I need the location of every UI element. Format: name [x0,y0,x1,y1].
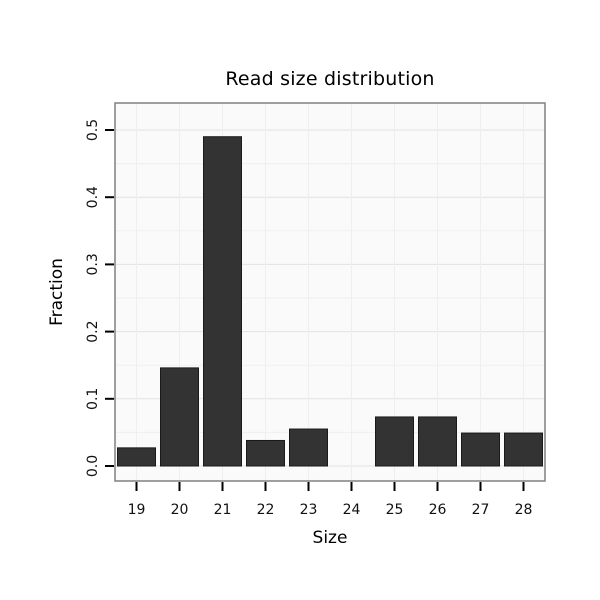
x-tick-label: 23 [300,502,318,518]
panel-border [114,102,546,482]
x-axis-title: Size [312,528,348,548]
x-tick-label: 22 [257,502,275,518]
y-tick-label: 0.3 [85,253,101,275]
y-tick-label: 0.2 [85,320,101,342]
y-tick-label: 0.1 [85,388,101,410]
x-tick-label: 19 [128,502,146,518]
bar-size-22 [246,439,285,467]
bar-size-28 [504,432,543,467]
x-tick-label: 26 [429,502,447,518]
bar-size-27 [461,432,500,467]
y-tick-label: 0.4 [85,186,101,208]
x-tick-label: 27 [472,502,490,518]
x-tick-label: 25 [386,502,404,518]
bar-size-21 [203,136,242,467]
bar-size-25 [375,416,414,467]
y-axis-title: Fraction [47,258,67,326]
y-tick-label: 0.5 [85,119,101,141]
x-tick-label: 21 [214,502,232,518]
chart-title: Read size distribution [225,68,435,90]
x-tick-label: 20 [171,502,189,518]
bar-size-19 [117,447,156,467]
bar-size-26 [418,416,457,467]
bar-size-20 [160,367,199,467]
x-tick-label: 28 [515,502,533,518]
bar-size-23 [289,428,328,467]
y-tick-label: 0.0 [85,455,101,477]
x-tick-label: 24 [343,502,361,518]
